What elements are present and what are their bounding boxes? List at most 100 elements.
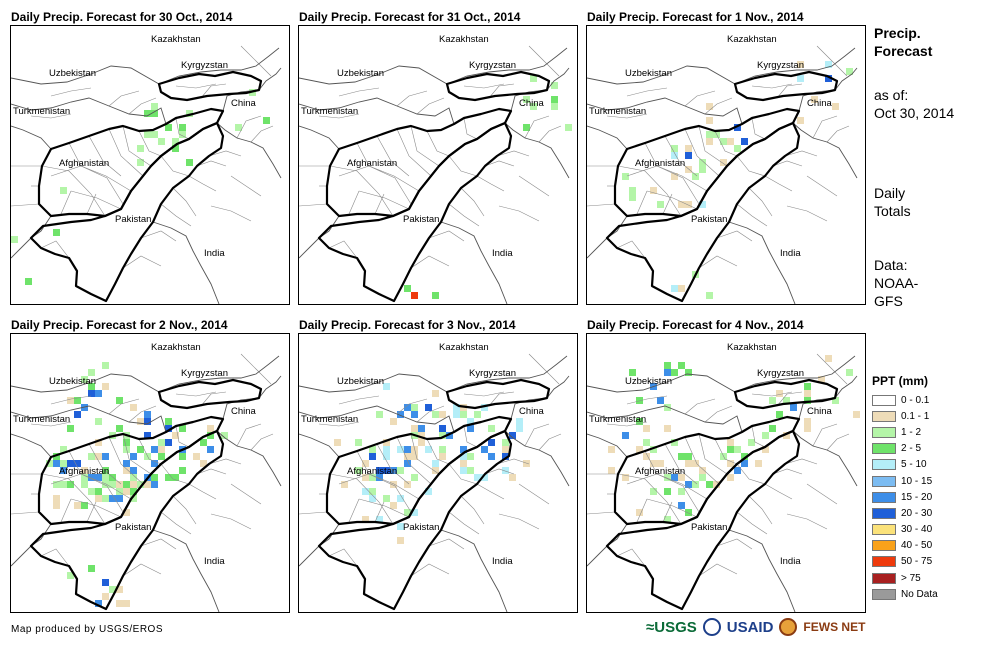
province-line <box>160 463 190 485</box>
province-line <box>68 450 132 500</box>
country-label-afghanistan: Afghanistan <box>59 158 110 169</box>
precip-cell <box>88 488 95 495</box>
map-panel-1: Kazakhstan Kyrgyzstan Uzbekistan Turkmenist… <box>10 25 290 305</box>
precip-cell <box>81 376 88 383</box>
country-label-kyrgyzstan: Kyrgyzstan <box>181 368 228 379</box>
country-border <box>152 221 220 304</box>
province-line <box>736 203 768 227</box>
precip-cell <box>186 110 193 117</box>
precip-cell <box>123 467 130 474</box>
country-border <box>299 125 340 150</box>
precip-cell <box>144 418 151 425</box>
precip-cell <box>685 369 692 376</box>
precip-cell <box>334 439 341 446</box>
province-line <box>68 142 132 192</box>
precip-cell <box>502 453 509 460</box>
country-label-china: China <box>807 406 832 417</box>
precip-cell <box>804 425 811 432</box>
precip-cell <box>671 173 678 180</box>
precip-cell <box>425 488 432 495</box>
country-label-afghanistan: Afghanistan <box>347 466 398 477</box>
country-label-india: India <box>204 248 225 259</box>
precip-cell <box>179 467 186 474</box>
precip-cell <box>158 446 165 453</box>
province-line <box>175 83 217 89</box>
legend-label: 2 - 5 <box>901 443 922 455</box>
province-line <box>463 391 505 397</box>
province-line <box>626 473 700 513</box>
province-line <box>240 45 272 77</box>
country-label-kyrgyzstan: Kyrgyzstan <box>757 368 804 379</box>
province-line <box>196 468 227 475</box>
legend-label: 10 - 15 <box>901 475 933 487</box>
precip-cell <box>530 103 537 110</box>
province-line <box>348 498 360 523</box>
country-label-india: India <box>780 248 801 259</box>
province-line <box>748 187 773 217</box>
precip-cell <box>123 509 130 516</box>
province-line <box>751 391 793 397</box>
precip-cell <box>720 159 727 166</box>
province-line <box>448 463 478 485</box>
precip-cell <box>657 460 664 467</box>
legend-swatch <box>872 459 896 471</box>
country-label-kazakhstan: Kazakhstan <box>727 34 777 45</box>
pakistan-outline <box>29 121 225 303</box>
precip-cell <box>727 138 734 145</box>
precip-cell <box>60 460 67 467</box>
precip-cell <box>706 131 713 138</box>
precip-cell <box>685 460 692 467</box>
province-line <box>122 433 152 475</box>
map-svg <box>299 45 572 304</box>
precip-cell <box>432 292 439 299</box>
panel-title-6: Daily Precip. Forecast for 4 Nov., 2014 <box>587 318 804 332</box>
precip-cell <box>853 411 860 418</box>
precip-cell <box>130 488 137 495</box>
province-line <box>476 483 505 500</box>
precip-cell <box>102 453 109 460</box>
precip-cell <box>699 467 706 474</box>
precip-cell <box>467 418 474 425</box>
country-label-afghanistan: Afghanistan <box>59 466 110 477</box>
country-border <box>11 405 167 433</box>
map-panel-6: Kazakhstan Kyrgyzstan Uzbekistan Turkmenist… <box>586 333 866 613</box>
precip-cell <box>741 453 748 460</box>
precip-cell <box>664 425 671 432</box>
province-line <box>86 193 97 215</box>
kyrgyzstan-outline <box>445 70 551 102</box>
country-border <box>587 433 628 458</box>
precip-cell <box>376 411 383 418</box>
province-line <box>200 391 227 407</box>
precip-cell <box>734 124 741 131</box>
precip-cell <box>144 481 151 488</box>
precip-cell <box>699 166 706 173</box>
precip-cell <box>453 404 460 411</box>
country-border <box>216 375 282 487</box>
precip-cell <box>664 404 671 411</box>
precip-cell <box>200 460 207 467</box>
province-line <box>122 125 152 167</box>
precip-cell <box>144 110 151 117</box>
precip-cell <box>397 446 404 453</box>
country-label-uzbekistan: Uzbekistan <box>49 376 96 387</box>
province-line <box>772 468 803 475</box>
precip-cell <box>81 467 88 474</box>
province-line <box>108 436 144 485</box>
province-line <box>40 548 70 567</box>
precip-cell <box>67 572 74 579</box>
precip-cell <box>446 432 453 439</box>
pakistan-outline <box>605 429 801 611</box>
precip-cell <box>678 474 685 481</box>
province-line <box>684 398 716 415</box>
precip-cell <box>692 481 699 488</box>
legend-label: 15 - 20 <box>901 491 933 503</box>
precip-cell <box>671 145 678 152</box>
province-line <box>664 443 698 485</box>
province-line <box>448 155 478 177</box>
country-border <box>504 67 570 179</box>
precip-cell <box>383 383 390 390</box>
province-line <box>616 240 646 259</box>
precip-cell <box>678 488 685 495</box>
precip-cell <box>706 138 713 145</box>
precip-cell <box>481 404 488 411</box>
